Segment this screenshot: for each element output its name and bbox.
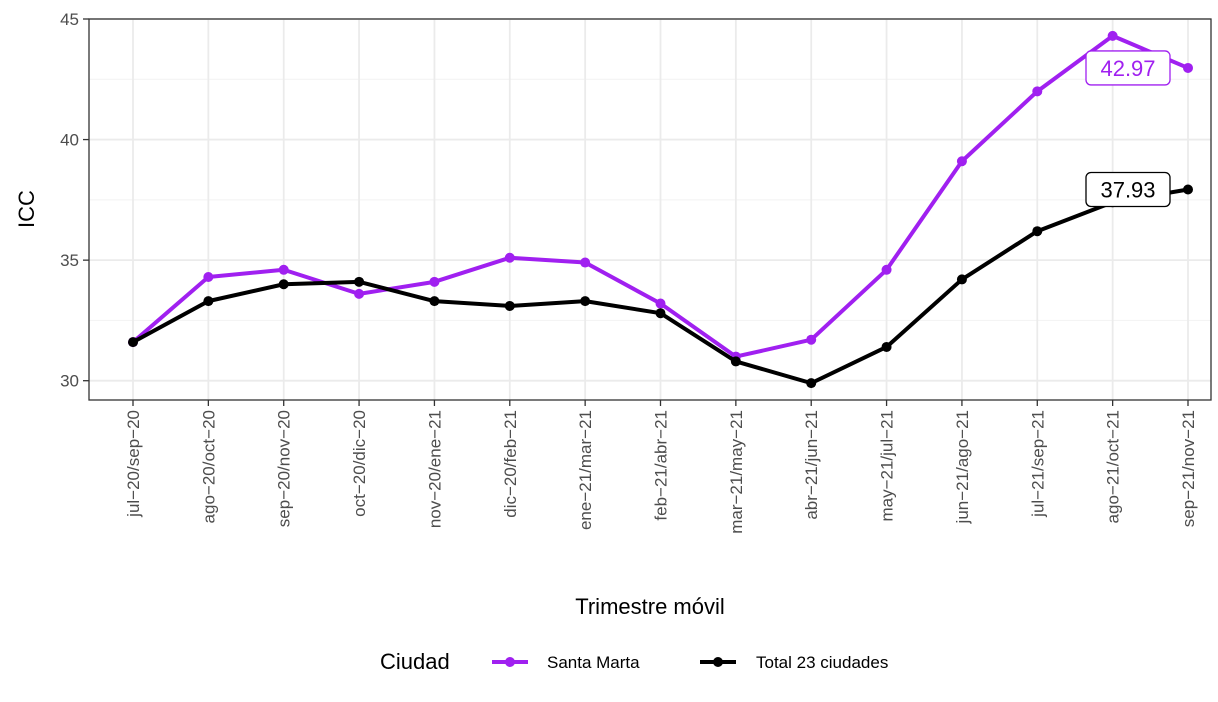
x-axis-title: Trimestre móvil xyxy=(575,594,725,619)
end-labels: 42.97 37.93 xyxy=(1085,50,1171,208)
legend-label-santa-marta: Santa Marta xyxy=(547,653,640,672)
point-total-23-ciudades-8 xyxy=(730,356,741,367)
x-tick-label-14: sep−21/nov−21 xyxy=(1179,410,1198,527)
x-tick-label-13: ago−21/oct−21 xyxy=(1104,410,1123,523)
point-santa-marta-7 xyxy=(655,298,666,309)
x-tick-label-3: oct−20/dic−20 xyxy=(350,410,369,517)
point-total-23-ciudades-9 xyxy=(806,378,817,389)
x-tick-label-1: ago−20/oct−20 xyxy=(199,410,218,523)
major-gridlines xyxy=(89,18,1211,400)
x-tick-label-10: may−21/jul−21 xyxy=(878,410,897,522)
point-total-23-ciudades-2 xyxy=(278,279,289,290)
point-santa-marta-14 xyxy=(1183,62,1193,73)
x-tick-label-11: jun−21/ago−21 xyxy=(953,410,972,524)
point-santa-marta-13 xyxy=(1107,30,1118,41)
y-tick-label-45: 45 xyxy=(60,10,79,29)
x-tick-label-9: abr−21/jun−21 xyxy=(802,410,821,520)
y-tick-label-35: 35 xyxy=(60,251,79,270)
point-total-23-ciudades-4 xyxy=(429,296,440,307)
legend-label-total-23-ciudades: Total 23 ciudades xyxy=(756,653,888,672)
legend-title: Ciudad xyxy=(380,649,450,674)
point-total-23-ciudades-12 xyxy=(1032,226,1043,237)
point-santa-marta-5 xyxy=(504,252,515,263)
end-label-box-santa-marta xyxy=(1085,50,1171,86)
y-axis: 30 35 40 45 xyxy=(60,10,89,391)
point-santa-marta-6 xyxy=(580,257,591,268)
y-axis-title: ICC xyxy=(14,190,39,228)
point-santa-marta-1 xyxy=(203,272,214,283)
plot-panel xyxy=(89,19,1211,400)
point-total-23-ciudades-0 xyxy=(128,337,138,348)
series-layer xyxy=(128,30,1193,389)
point-santa-marta-3 xyxy=(354,288,365,299)
legend-key-point-santa-marta xyxy=(505,657,515,667)
point-total-23-ciudades-14 xyxy=(1183,184,1193,195)
x-tick-label-4: nov−20/ene−21 xyxy=(425,410,444,528)
point-santa-marta-2 xyxy=(278,264,289,275)
point-santa-marta-12 xyxy=(1032,86,1043,97)
legend-item-santa-marta: Santa Marta xyxy=(492,653,640,672)
legend: Ciudad Santa Marta Total 23 ciudades xyxy=(380,649,888,674)
end-label-santa-marta: 42.97 xyxy=(1100,56,1155,81)
legend-item-total-23-ciudades: Total 23 ciudades xyxy=(700,653,888,672)
point-total-23-ciudades-3 xyxy=(354,276,365,287)
x-tick-label-0: jul−20/sep−20 xyxy=(124,410,143,518)
legend-key-point-total-23-ciudades xyxy=(713,657,723,667)
x-tick-label-6: ene−21/mar−21 xyxy=(576,410,595,530)
x-tick-label-7: feb−21/abr−21 xyxy=(652,410,671,521)
point-santa-marta-4 xyxy=(429,276,440,287)
point-total-23-ciudades-6 xyxy=(580,296,591,307)
x-tick-label-2: sep−20/nov−20 xyxy=(275,410,294,527)
x-axis: jul−20/sep−20 ago−20/oct−20 sep−20/nov−20 o… xyxy=(124,400,1198,534)
point-total-23-ciudades-5 xyxy=(504,300,515,311)
end-label-box-total-23-ciudades xyxy=(1085,171,1171,208)
x-tick-label-12: jul−21/sep−21 xyxy=(1028,410,1047,518)
plot-border xyxy=(88,18,1212,401)
x-tick-label-5: dic−20/feb−21 xyxy=(501,410,520,518)
point-total-23-ciudades-11 xyxy=(956,274,967,285)
point-santa-marta-11 xyxy=(956,156,967,167)
minor-gridlines xyxy=(89,78,1211,321)
y-tick-label-40: 40 xyxy=(60,131,79,150)
point-total-23-ciudades-7 xyxy=(655,308,666,319)
point-total-23-ciudades-10 xyxy=(881,341,892,352)
point-santa-marta-9 xyxy=(806,334,817,345)
y-tick-label-30: 30 xyxy=(60,372,79,391)
end-label-total-23-ciudades: 37.93 xyxy=(1100,177,1155,202)
x-tick-label-8: mar−21/may−21 xyxy=(727,410,746,534)
point-santa-marta-10 xyxy=(881,264,892,275)
point-total-23-ciudades-1 xyxy=(203,296,214,307)
